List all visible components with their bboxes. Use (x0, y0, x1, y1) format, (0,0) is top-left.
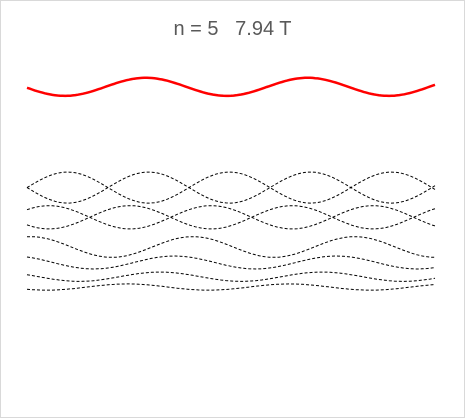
background-wave-8 (26, 283, 436, 291)
background-wave-5 (26, 236, 435, 258)
chart-title: n = 5 7.94 T (173, 18, 292, 40)
background-wave-1 (26, 171, 436, 204)
background-wave-6 (26, 255, 436, 270)
background-wave-4 (26, 205, 436, 230)
background-wave-7 (26, 271, 436, 282)
background-wave-3 (26, 205, 436, 230)
background-wave-2 (26, 171, 436, 204)
highlight-wave (26, 76, 436, 98)
